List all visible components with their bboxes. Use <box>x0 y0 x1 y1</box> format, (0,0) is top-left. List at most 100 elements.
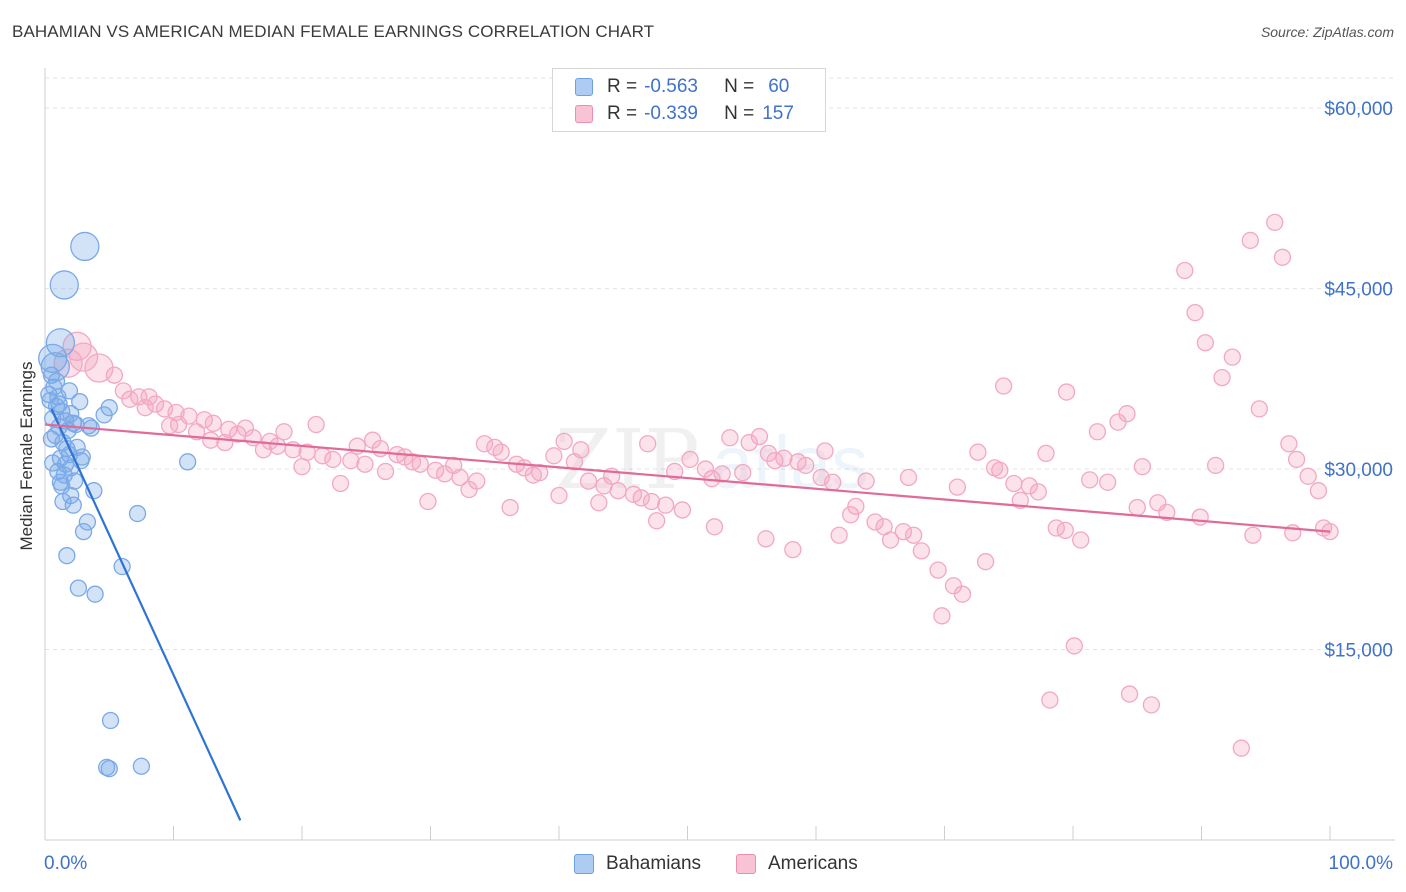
american-point <box>750 427 769 446</box>
american-point <box>140 388 158 406</box>
bahamian-point <box>178 453 197 471</box>
american-point <box>784 541 802 559</box>
american-point <box>105 366 124 384</box>
american-point <box>486 438 504 457</box>
watermark-zip: ZIP <box>555 413 700 508</box>
americans-points <box>53 213 1339 757</box>
american-point <box>1158 503 1176 522</box>
american-point <box>991 461 1009 479</box>
american-point <box>501 498 519 517</box>
american-point <box>342 451 360 470</box>
american-point <box>1266 213 1284 232</box>
y-tick-label: $15,000 <box>1324 641 1393 662</box>
y-tick-label: $45,000 <box>1324 280 1393 301</box>
american-point <box>590 494 608 512</box>
american-point <box>721 429 739 447</box>
american-point <box>1191 508 1209 526</box>
american-point <box>657 496 675 514</box>
american-point <box>1041 691 1059 709</box>
american-point <box>1241 231 1259 250</box>
legend-item-americans[interactable]: Americans <box>736 852 858 876</box>
american-point <box>1056 521 1074 540</box>
american-point <box>169 415 188 434</box>
american-point <box>579 472 598 490</box>
american-point <box>912 542 931 560</box>
americans-label: Americans <box>768 853 858 874</box>
american-point <box>555 432 573 451</box>
legend-r-label: R = <box>607 103 638 124</box>
bahamian-point <box>101 711 120 730</box>
american-point <box>1287 450 1306 469</box>
bahamian-point <box>100 399 118 417</box>
bahamian-point <box>40 352 70 382</box>
bahamian-point <box>100 759 118 778</box>
american-point <box>766 451 784 470</box>
american-point <box>293 457 311 476</box>
legend-r-value: -0.339 <box>644 103 698 124</box>
american-point <box>550 486 568 505</box>
legend-row-bahamians: R = -0.563 N = 60 <box>575 75 789 99</box>
bahamians-swatch <box>574 854 594 874</box>
american-point <box>1314 519 1333 537</box>
american-point <box>396 448 414 466</box>
legend-n-value: 157 <box>762 103 794 124</box>
american-point <box>639 435 657 453</box>
american-point <box>202 431 220 449</box>
american-point <box>824 473 842 491</box>
bahamians-trend-line <box>50 408 242 821</box>
bahamian-point <box>132 757 151 775</box>
american-point <box>847 497 865 515</box>
bahamian-point <box>51 473 70 491</box>
legend-swatch-bahamians <box>575 78 593 96</box>
american-point <box>1223 348 1241 366</box>
american-point <box>948 478 966 496</box>
axes <box>44 68 1395 841</box>
american-point <box>160 417 179 435</box>
bahamian-point <box>45 328 76 358</box>
legend-swatch-americans <box>575 105 593 123</box>
american-point <box>1250 400 1268 418</box>
american-point <box>376 462 395 481</box>
grid-lines <box>45 77 1395 651</box>
american-point <box>419 492 437 511</box>
american-point <box>1299 467 1317 485</box>
y-tick-label: $60,000 <box>1324 99 1393 120</box>
american-point <box>757 530 775 548</box>
american-point <box>121 390 139 408</box>
american-point <box>1186 303 1204 322</box>
legend-n-value: 60 <box>768 76 790 97</box>
american-point <box>632 489 650 507</box>
american-point <box>1120 685 1139 703</box>
american-point <box>204 414 222 432</box>
american-point <box>1273 248 1292 266</box>
american-point <box>356 455 374 473</box>
american-point <box>648 512 666 530</box>
american-point <box>136 399 154 417</box>
x-tick-label: 100.0% <box>1329 853 1394 874</box>
american-point <box>1065 637 1083 655</box>
american-point <box>565 453 584 471</box>
legend-row-americans: R = -0.339 N = 157 <box>575 102 794 126</box>
american-point <box>1244 526 1262 544</box>
bahamian-point <box>44 454 62 472</box>
american-point <box>216 433 234 452</box>
trend-lines <box>44 408 1331 821</box>
american-point <box>324 450 342 469</box>
bahamian-point <box>54 492 72 511</box>
american-point <box>681 450 699 469</box>
american-point <box>1176 261 1194 280</box>
legend-r-label: R = <box>607 76 638 97</box>
american-point <box>411 455 429 473</box>
american-point <box>460 480 478 499</box>
american-point <box>994 377 1013 395</box>
legend-item-bahamians[interactable]: Bahamians <box>574 852 701 876</box>
chart-title: BAHAMIAN VS AMERICAN MEDIAN FEMALE EARNI… <box>12 22 655 41</box>
american-point <box>1057 383 1076 401</box>
legend-n-label: N = <box>724 103 755 124</box>
american-point <box>642 492 661 511</box>
legend-r-value: -0.563 <box>644 76 698 97</box>
bahamian-point <box>71 393 89 411</box>
american-point <box>797 456 815 475</box>
bahamian-point <box>128 504 147 523</box>
american-point <box>1020 477 1038 495</box>
